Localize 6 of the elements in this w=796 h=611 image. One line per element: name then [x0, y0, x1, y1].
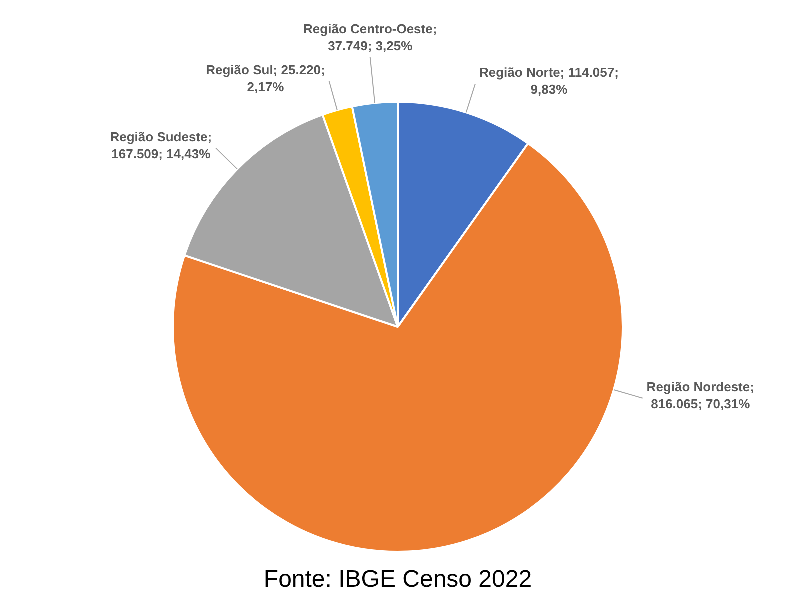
- slice-label: Região Nordeste; 816.065; 70,31%: [646, 379, 754, 412]
- slice-label: Região Sul; 25.220; 2,17%: [206, 62, 326, 94]
- source-note: Fonte: IBGE Censo 2022: [262, 566, 534, 594]
- slice-label: Região Sudeste; 167.509; 14,43%: [110, 129, 212, 162]
- slice-label: Região Centro-Oeste; 37.749; 3,25%: [304, 21, 438, 54]
- slice-label: Região Norte; 114.057; 9,83%: [479, 65, 619, 98]
